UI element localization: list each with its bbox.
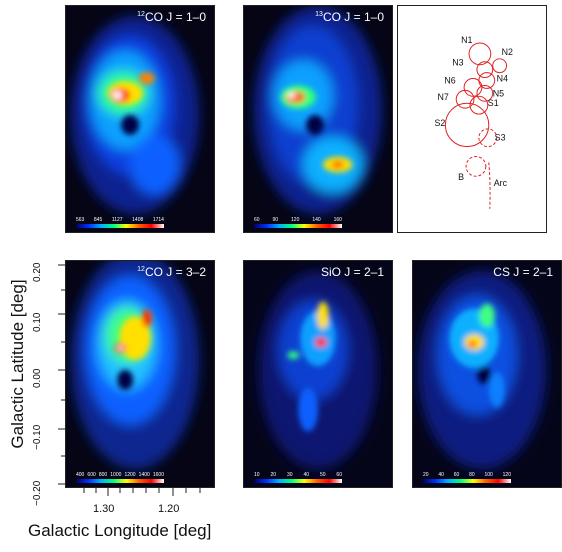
- intensity-map: [244, 261, 392, 487]
- region-n7: [455, 89, 475, 109]
- panel-13co-1-0: 13CO J = 1–0 60 90 120 140 160: [243, 5, 393, 233]
- region-n3: [476, 61, 494, 79]
- colorbar: 60 90 120 140 160: [254, 217, 342, 228]
- region-s2: [444, 102, 490, 148]
- y-tick: 0.00: [32, 368, 43, 388]
- x-tick: 1.30: [93, 503, 115, 515]
- colorbar: 10 20 30 40 50 60: [254, 472, 342, 483]
- colorbar: 20 40 60 80 100 120: [423, 472, 511, 483]
- panel-cs-2-1: CS J = 2–1 20 40 60 80 100 120: [412, 260, 562, 488]
- panel-title: SiO J = 2–1: [320, 265, 384, 279]
- y-tick: −0.10: [32, 424, 43, 450]
- svg-text:S1: S1: [488, 98, 499, 108]
- colorbar: 563 845 1127 1408 1714: [76, 217, 164, 228]
- panel-12co-1-0: 12CO J = 1–0 563 845 1127 1408 1714: [65, 5, 215, 233]
- panel-title: 13CO J = 1–0: [315, 10, 384, 24]
- region-b: [465, 156, 487, 177]
- panel-title: 12CO J = 3–2: [137, 265, 206, 279]
- colorbar: 400 600 800 1000 1200 1400 1600: [76, 472, 164, 483]
- svg-text:Arc: Arc: [494, 178, 508, 188]
- svg-text:N6: N6: [444, 75, 455, 85]
- panel-region-map: N1 N2 N3 N4 N5 N6 N7 S1 S2 S3 B Arc: [397, 5, 547, 233]
- svg-text:N4: N4: [497, 74, 508, 84]
- y-tick: −0.20: [32, 480, 43, 506]
- y-tick: 0.10: [32, 312, 43, 332]
- panel-sio-2-1: SiO J = 2–1 10 20 30 40 50 60: [243, 260, 393, 488]
- intensity-map: [244, 6, 392, 232]
- intensity-map: [66, 261, 214, 487]
- region-diagram: N1 N2 N3 N4 N5 N6 N7 S1 S2 S3 B Arc: [435, 35, 513, 209]
- svg-text:N7: N7: [437, 92, 448, 102]
- intensity-map: [413, 261, 561, 487]
- svg-text:N2: N2: [502, 47, 513, 57]
- region-n2: [492, 58, 508, 74]
- x-tick: 1.20: [158, 503, 180, 515]
- x-axis-label: Galactic Longitude [deg]: [28, 521, 212, 540]
- svg-text:N1: N1: [461, 35, 472, 45]
- panel-title: CS J = 2–1: [493, 265, 553, 279]
- svg-text:N3: N3: [452, 58, 463, 68]
- svg-text:B: B: [458, 172, 464, 182]
- svg-text:S3: S3: [495, 133, 506, 143]
- y-axis-label: Galactic Latitude [deg]: [8, 279, 27, 449]
- panel-12co-3-2: 12CO J = 3–2 400 600 800 1000 1200 1400 1600: [65, 260, 215, 488]
- region-n5: [476, 84, 494, 102]
- region-n1: [468, 42, 492, 66]
- region-arc: [488, 162, 491, 209]
- region-s1: [469, 95, 489, 115]
- y-tick: 0.20: [32, 262, 43, 282]
- svg-text:N5: N5: [493, 88, 504, 98]
- svg-text:S2: S2: [435, 118, 446, 128]
- intensity-map: [66, 6, 214, 232]
- panel-title: 12CO J = 1–0: [137, 10, 206, 24]
- region-s3: [478, 128, 498, 148]
